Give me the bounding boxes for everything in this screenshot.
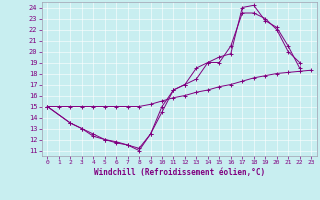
X-axis label: Windchill (Refroidissement éolien,°C): Windchill (Refroidissement éolien,°C) <box>94 168 265 177</box>
